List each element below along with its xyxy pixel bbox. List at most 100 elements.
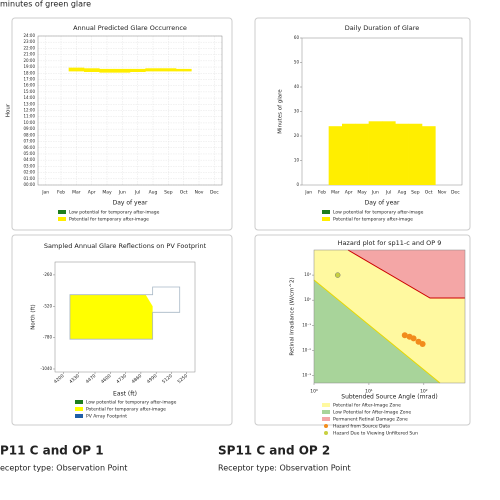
bar <box>328 126 343 185</box>
y-tick-label: 16:00 <box>23 83 35 88</box>
y-tick-label: 15:00 <box>23 89 35 94</box>
section-title: SP11 C and OP 2 <box>218 444 330 458</box>
y-tick-label: 10⁻¹ <box>302 322 311 327</box>
y-tick-label: 06:00 <box>23 145 35 150</box>
y-tick-label: -260 <box>43 272 53 277</box>
legend-swatch <box>58 210 66 214</box>
plot-frame <box>313 249 466 384</box>
y-axis-label: Hour <box>6 103 12 117</box>
bar <box>342 123 356 185</box>
y-tick-label: 11:00 <box>23 114 35 119</box>
chart-title: Sampled Annual Glare Reflections on PV F… <box>44 242 207 250</box>
hazard-point <box>334 272 341 278</box>
legend-label: Potential for After-Image Zone <box>333 403 401 409</box>
y-tick-label: 60 <box>294 35 300 40</box>
section-title: P11 C and OP 1 <box>0 444 104 458</box>
x-tick-label: May <box>357 190 367 196</box>
legend-label: Low Potential for After-Image Zone <box>333 410 411 416</box>
x-tick-label: Sep <box>164 190 173 196</box>
bar <box>355 123 369 185</box>
legend-marker <box>324 431 328 435</box>
x-tick-label: Nov <box>438 190 447 196</box>
legend-swatch <box>322 417 330 421</box>
y-tick-label: 07:00 <box>23 139 35 144</box>
x-tick-label: Nov <box>195 190 204 196</box>
legend-label: Permanent Retinal Damage Zone <box>333 417 408 423</box>
y-tick-label: 17:00 <box>23 76 35 81</box>
y-axis-label: North (ft) <box>31 304 37 329</box>
y-tick-label: 20 <box>294 133 300 138</box>
x-tick-label: Jul <box>134 190 140 196</box>
hazard-zones <box>313 249 465 384</box>
legend-swatch <box>322 217 330 221</box>
top-note: minutes of green glare <box>0 0 91 9</box>
legend-label: Potential for temporary after-image <box>69 217 149 223</box>
hazard-point <box>410 335 417 342</box>
hazard-point <box>419 340 426 347</box>
x-tick-label: 10² <box>420 389 428 395</box>
legend-swatch <box>75 400 83 404</box>
damage-boundary <box>347 249 465 299</box>
chart-title: Hazard plot for sp11-c and OP 9 <box>338 239 442 247</box>
section-receptor: Receptor type: Observation Point <box>218 464 351 473</box>
legend-label: Hazard Due to Viewing Unfiltered Sun <box>333 431 418 437</box>
x-tick-label: Jan <box>41 190 49 196</box>
section-receptor: eceptor type: Observation Point <box>0 464 127 473</box>
y-tick-label: 10¹ <box>304 272 311 277</box>
glare-band <box>68 67 85 72</box>
legend-label: Hazard from Source Data <box>333 424 390 430</box>
legend-label: PV Array Footprint <box>86 414 127 420</box>
x-tick-label: Feb <box>57 190 65 196</box>
bar <box>408 123 423 185</box>
y-tick-label: 30 <box>294 109 300 114</box>
glare-band <box>114 68 131 73</box>
x-tick-label: Aug <box>149 190 158 196</box>
after-image-boundary <box>313 279 441 384</box>
y-tick-label: 10⁻² <box>302 347 311 352</box>
y-tick-label: 02:00 <box>23 170 35 175</box>
x-tick-label: 10⁰ <box>310 389 318 395</box>
y-tick-label: 0 <box>296 182 299 187</box>
glare-band <box>99 68 115 73</box>
y-tick-label: 05:00 <box>23 151 35 156</box>
legend-marker <box>324 424 328 428</box>
y-tick-label: 01:00 <box>23 176 35 181</box>
y-tick-label: 12:00 <box>23 108 35 113</box>
y-tick-label: 50 <box>294 60 300 65</box>
bar <box>422 126 436 185</box>
x-axis-label: Day of year <box>113 200 148 207</box>
x-axis-label: Day of year <box>365 200 400 207</box>
y-tick-label: 20:00 <box>23 58 35 63</box>
legend-label: Low potential for temporary after-image <box>333 210 424 216</box>
x-axis-label: East (ft) <box>113 391 137 398</box>
x-tick-label: Feb <box>318 190 326 196</box>
bar <box>368 121 383 185</box>
y-tick-label: 10:00 <box>23 120 35 125</box>
bar <box>395 123 409 185</box>
legend-swatch <box>322 410 330 414</box>
y-tick-label: 08:00 <box>23 132 35 137</box>
legend-swatch <box>75 414 83 418</box>
legend-swatch <box>322 403 330 407</box>
pv-footprint <box>69 286 181 340</box>
y-tick-label: 04:00 <box>23 157 35 162</box>
y-tick-label: 13:00 <box>23 101 35 106</box>
x-tick-label: Jul <box>385 190 391 196</box>
legend-swatch <box>58 217 66 221</box>
y-tick-label: -780 <box>43 335 53 340</box>
y-tick-label: 21:00 <box>23 52 35 57</box>
y-tick-label: 18:00 <box>23 70 35 75</box>
legend-label: Potential for temporary after-image <box>333 217 413 223</box>
y-tick-label: 23:00 <box>23 39 35 44</box>
x-tick-label: Dec <box>210 190 219 196</box>
legend-swatch <box>75 407 83 411</box>
x-axis-label: Subtended Source Angle (mrad) <box>341 394 437 401</box>
bar <box>382 121 396 185</box>
y-tick-label: 10⁻³ <box>302 372 311 377</box>
x-tick-label: Dec <box>451 190 460 196</box>
chart-title: Daily Duration of Glare <box>345 24 420 32</box>
y-axis-label: Retinal Irradiance (W/cm^2) <box>290 277 296 355</box>
chart-title: Annual Predicted Glare Occurrence <box>73 24 187 32</box>
y-tick-label: 40 <box>294 84 300 89</box>
